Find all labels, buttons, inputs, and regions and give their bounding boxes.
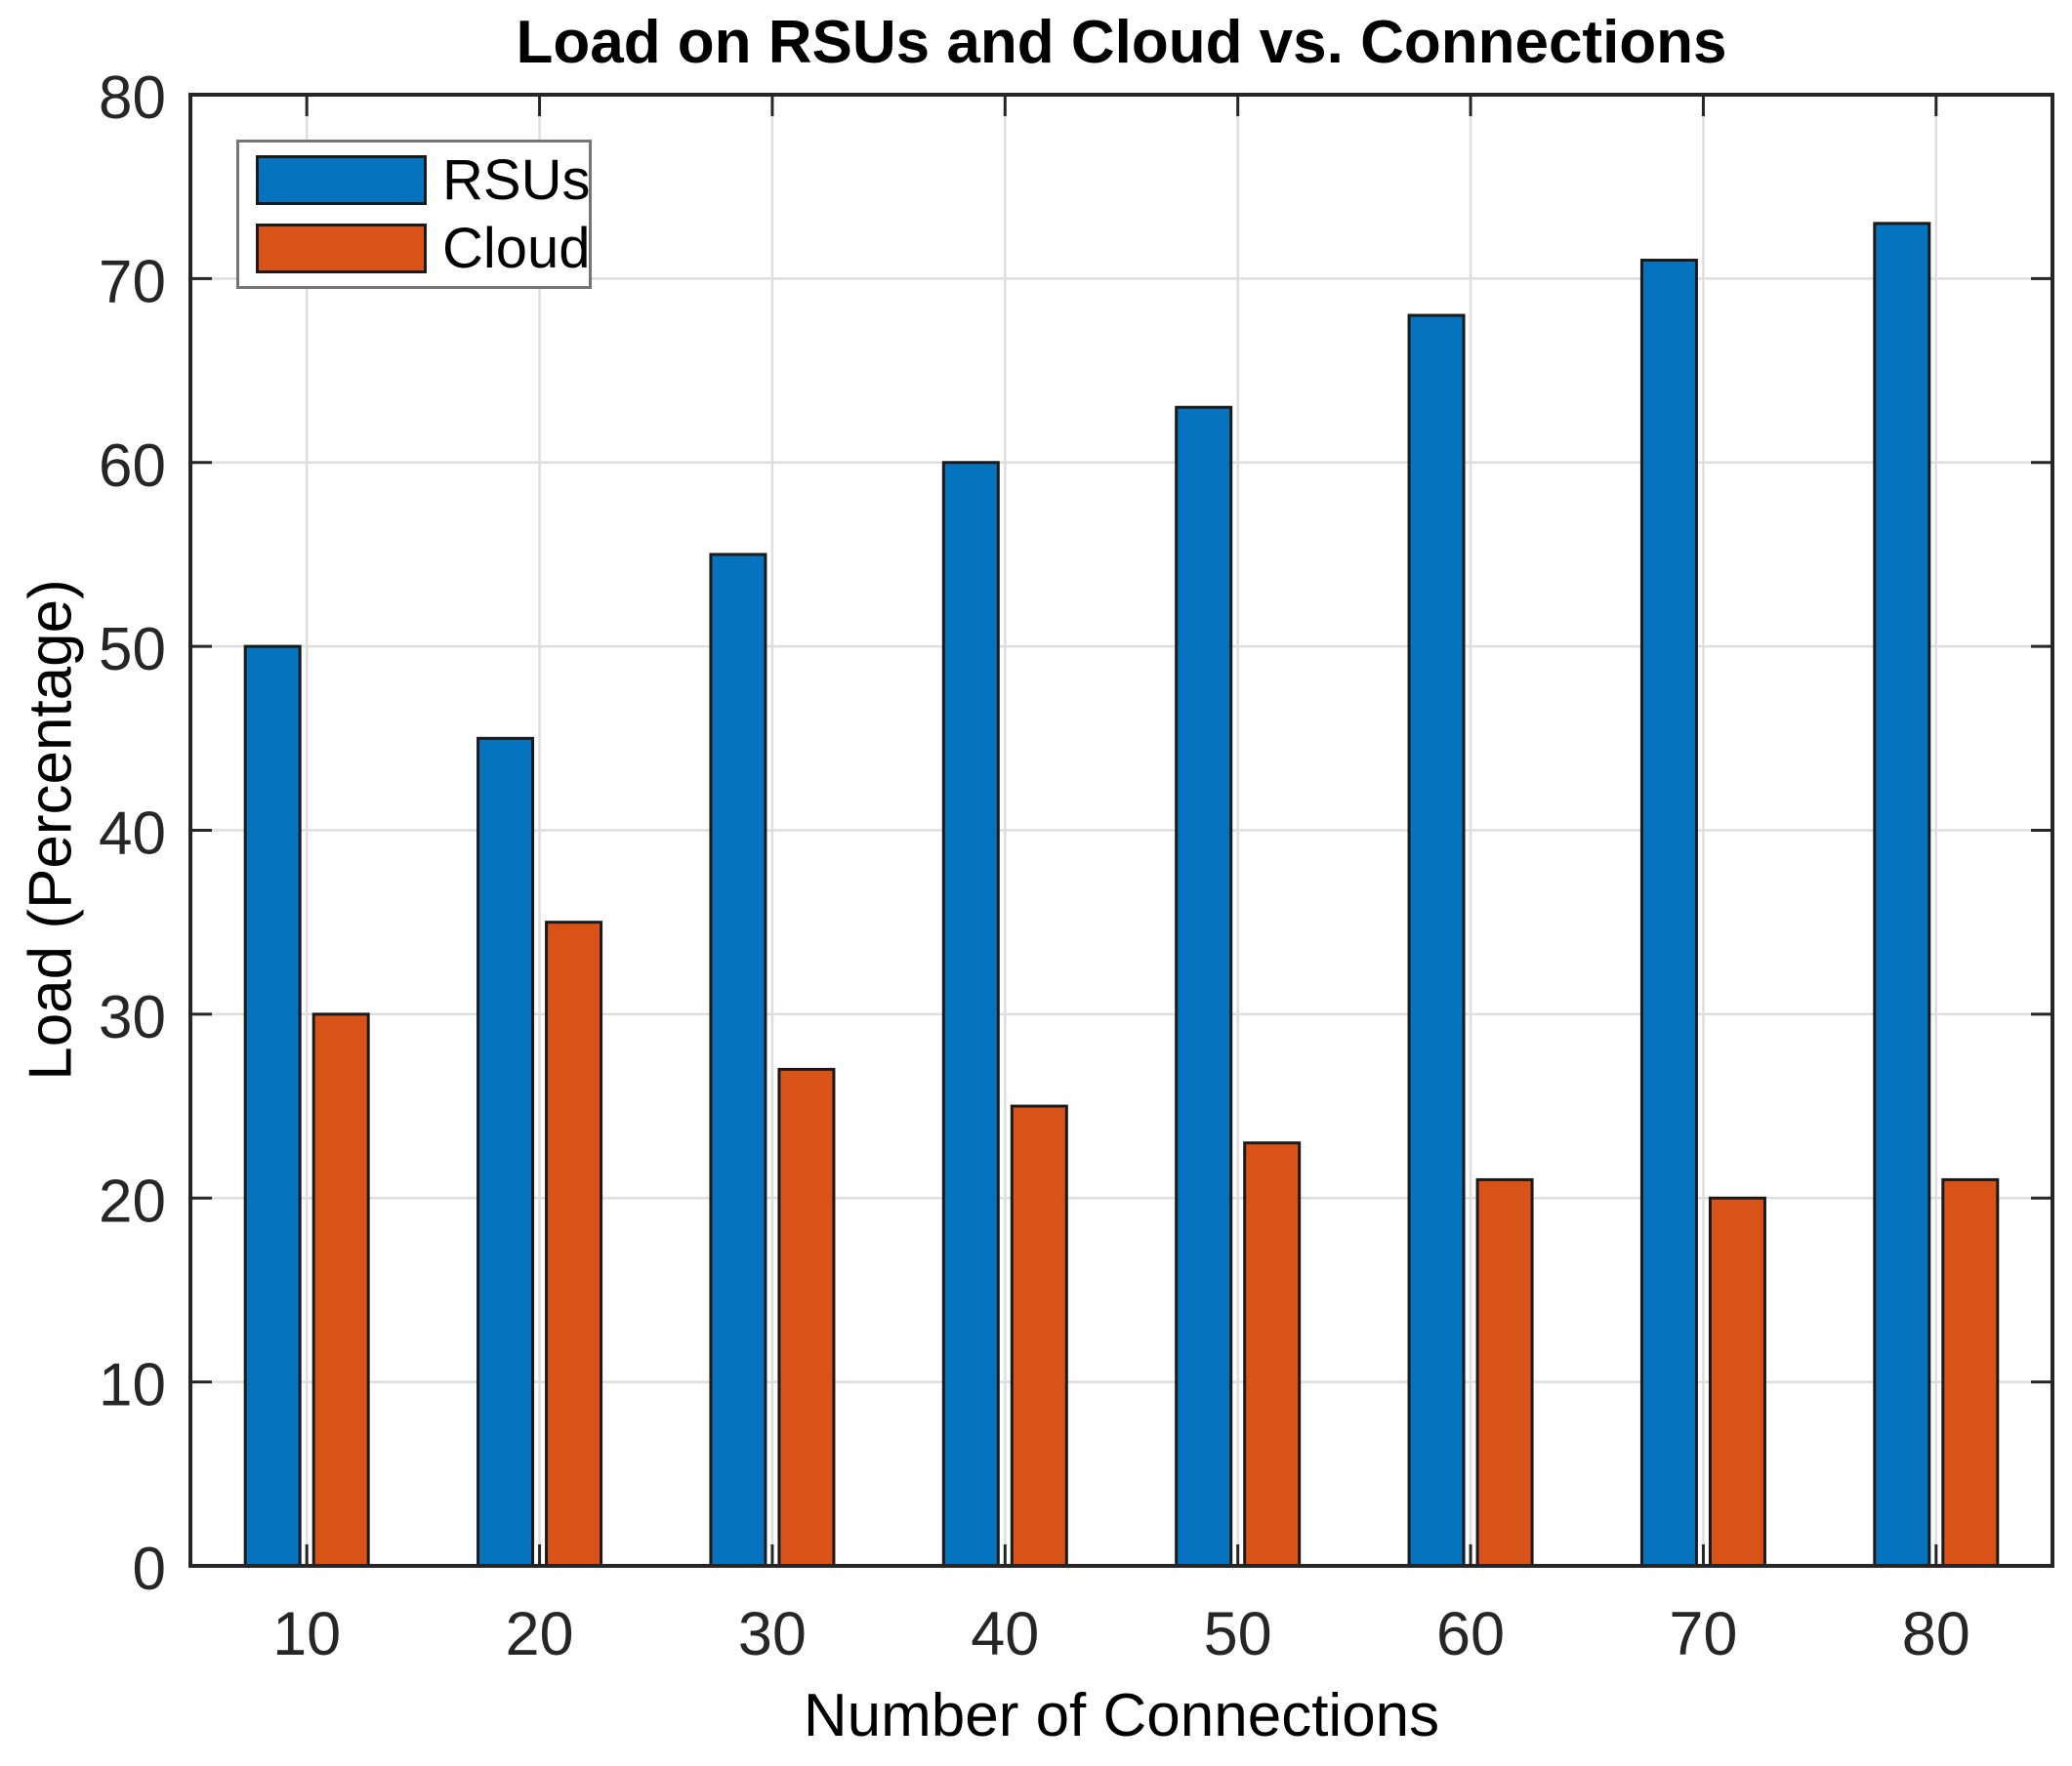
x-axis-label: Number of Connections: [803, 1682, 1440, 1749]
legend-item-cloud: Cloud: [256, 216, 591, 280]
y-axis-label: Load (Percentage): [17, 579, 85, 1081]
y-tick-label: 70: [99, 248, 166, 315]
bar-rsus: [1407, 313, 1466, 1568]
legend-swatch-cloud: [256, 224, 427, 273]
bar-rsus: [243, 644, 302, 1568]
bar-cloud: [311, 1012, 370, 1568]
legend-item-rsus: RSUs: [256, 147, 591, 212]
bar-cloud: [1941, 1177, 2000, 1568]
chart-title: Load on RSUs and Cloud vs. Connections: [516, 9, 1727, 76]
bar-cloud: [1010, 1104, 1068, 1568]
bar-cloud: [1475, 1177, 1534, 1568]
x-tick-label: 50: [1204, 1600, 1272, 1668]
y-tick-label: 80: [99, 64, 166, 132]
x-tick-label: 60: [1436, 1600, 1505, 1668]
legend: RSUs Cloud: [236, 140, 592, 289]
bar-rsus: [941, 461, 1000, 1568]
bar-cloud: [1708, 1196, 1766, 1568]
bar-rsus: [1639, 259, 1698, 1568]
bar-rsus: [1175, 405, 1233, 1568]
legend-swatch-rsus: [256, 155, 427, 205]
y-tick-label: 30: [99, 984, 166, 1051]
x-tick-label: 30: [738, 1600, 807, 1668]
bar-rsus: [709, 553, 767, 1568]
y-tick-label: 50: [99, 616, 166, 683]
y-tick-label: 40: [99, 801, 166, 868]
y-tick-label: 10: [99, 1352, 166, 1419]
x-tick-label: 20: [506, 1600, 574, 1668]
bar-cloud: [1243, 1141, 1302, 1568]
x-tick-label: 40: [971, 1600, 1039, 1668]
y-tick-label: 20: [99, 1168, 166, 1235]
x-tick-label: 80: [1902, 1600, 1970, 1668]
y-tick-label: 60: [99, 432, 166, 500]
x-tick-label: 10: [272, 1600, 341, 1668]
bar-rsus: [1873, 222, 1931, 1568]
bar-rsus: [477, 736, 535, 1568]
bar-cloud: [545, 921, 603, 1568]
legend-label-rsus: RSUs: [442, 147, 591, 212]
x-tick-label: 70: [1669, 1600, 1737, 1668]
axis-frame: [188, 93, 2054, 1568]
y-tick-label: 0: [133, 1536, 166, 1603]
legend-label-cloud: Cloud: [442, 216, 591, 280]
bar-cloud: [777, 1067, 836, 1568]
